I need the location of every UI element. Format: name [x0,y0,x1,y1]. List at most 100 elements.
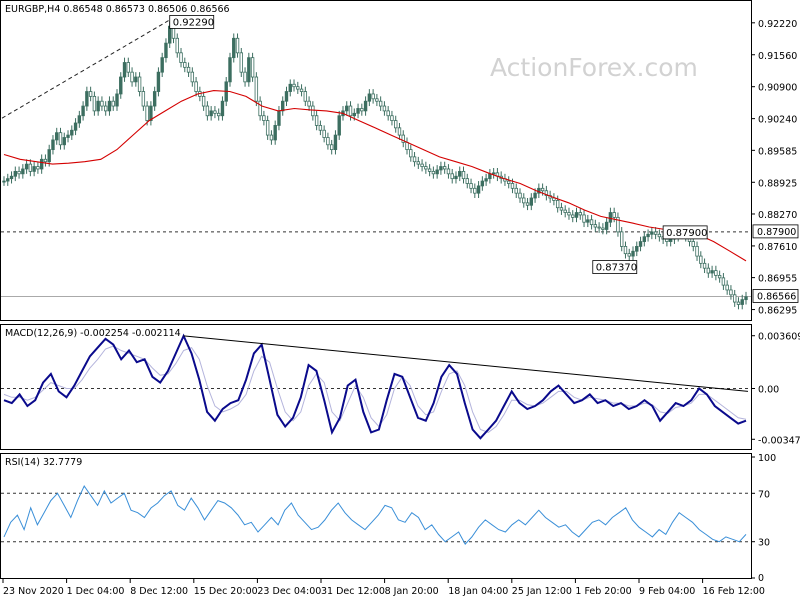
candle-body [201,95,206,107]
candle-body [646,233,650,238]
candle-body [390,115,394,121]
price-tick-label: 0.90240 [758,115,797,126]
candle-body [156,71,161,92]
x-tick-label: 18 Jan 04:00 [448,586,508,597]
candle-body [733,294,737,303]
candle-body [17,170,21,175]
candle-body [465,178,469,184]
candle-body [39,158,44,170]
candle-body [593,224,598,228]
candle-body [130,71,134,83]
candle-body [318,125,323,131]
candle-body [525,202,530,206]
candle-body [382,105,387,112]
price-tick-label: 0.89585 [758,146,797,157]
candle-body [371,93,375,100]
candle-body [642,236,647,242]
candle-body [322,129,326,138]
candle-body [529,197,534,206]
candle-body [405,141,409,151]
candle-body [145,105,149,121]
candle-body [100,100,104,107]
candle-body [555,200,560,209]
candle-body [638,241,643,247]
x-tick-label: 8 Jan 20:00 [385,586,439,597]
level-tag-text: 0.87900 [757,227,796,238]
candle-body [623,246,628,255]
candle-body [657,233,662,238]
candle-body [544,190,549,196]
candle-body [329,144,334,151]
candle-body [220,100,225,117]
candle-body [88,91,93,97]
candle-body [446,168,451,175]
candle-body [43,158,48,163]
candle-body [473,187,477,194]
price-panel-frame [0,0,752,321]
candle-body [160,57,164,73]
candle-body [702,262,707,269]
candle-body [488,173,492,180]
x-tick-label: 1 Feb 20:00 [575,586,631,597]
candle-body [9,175,14,180]
candle-body [51,139,55,151]
macd-tick-label: -0.003472 [758,435,800,446]
price-callout-box [169,15,215,29]
candle-body [228,57,232,83]
candle-body [243,71,247,83]
candle-body [706,267,711,274]
candle-body [288,83,292,92]
candle-body [427,168,432,172]
candle-body [175,37,179,54]
price-tick-label: 0.92220 [758,19,797,30]
x-tick-label: 1 Dec 04:00 [67,586,125,597]
x-tick-label: 23 Dec 04:00 [257,586,321,597]
price-tick-label: 0.87610 [758,242,797,253]
candle-body [209,110,213,117]
candle-body [186,66,191,73]
candle-body [653,231,658,235]
candle-body [522,197,526,204]
candle-body [514,187,518,194]
candle-body [668,238,673,242]
candle-body [250,57,255,78]
x-tick-label: 31 Dec 12:00 [321,586,385,597]
candle-body [442,166,447,170]
candle-body [736,301,741,305]
candle-body [333,134,338,151]
candle-body [326,137,330,146]
candle-body [458,170,462,177]
candle-body [507,180,511,184]
candle-body [612,212,616,218]
macd-plot [1,333,751,440]
candle-body [424,166,428,170]
candle-body [691,241,695,247]
candle-body [28,163,33,172]
candle-body [134,76,138,83]
candle-body [394,120,398,129]
candle-body [213,110,217,114]
candle-body [296,86,300,90]
macd-line [3,333,747,440]
candle-body [461,170,466,180]
candle-body [582,214,586,223]
price-tick-label: 0.88925 [758,178,797,189]
price-callout-label: 0.92290 [173,17,214,28]
rsi-tick-label: 100 [758,453,776,464]
price-callout-box [592,260,638,274]
x-tick-label: 8 Dec 12:00 [130,586,188,597]
candle-body [58,132,63,146]
candle-body [2,180,6,183]
last-price-tag-text: 0.86566 [757,291,796,302]
x-tick-label: 23 Nov 2020 [3,586,64,597]
candle-body [24,163,29,170]
candle-body [476,185,481,194]
candle-body [533,192,537,199]
candle-body [96,100,100,112]
candle-body [303,91,308,102]
candle-body [235,37,240,54]
candle-body [247,57,251,83]
candle-body [216,112,221,117]
candle-body [32,166,36,172]
candle-body [360,108,364,112]
